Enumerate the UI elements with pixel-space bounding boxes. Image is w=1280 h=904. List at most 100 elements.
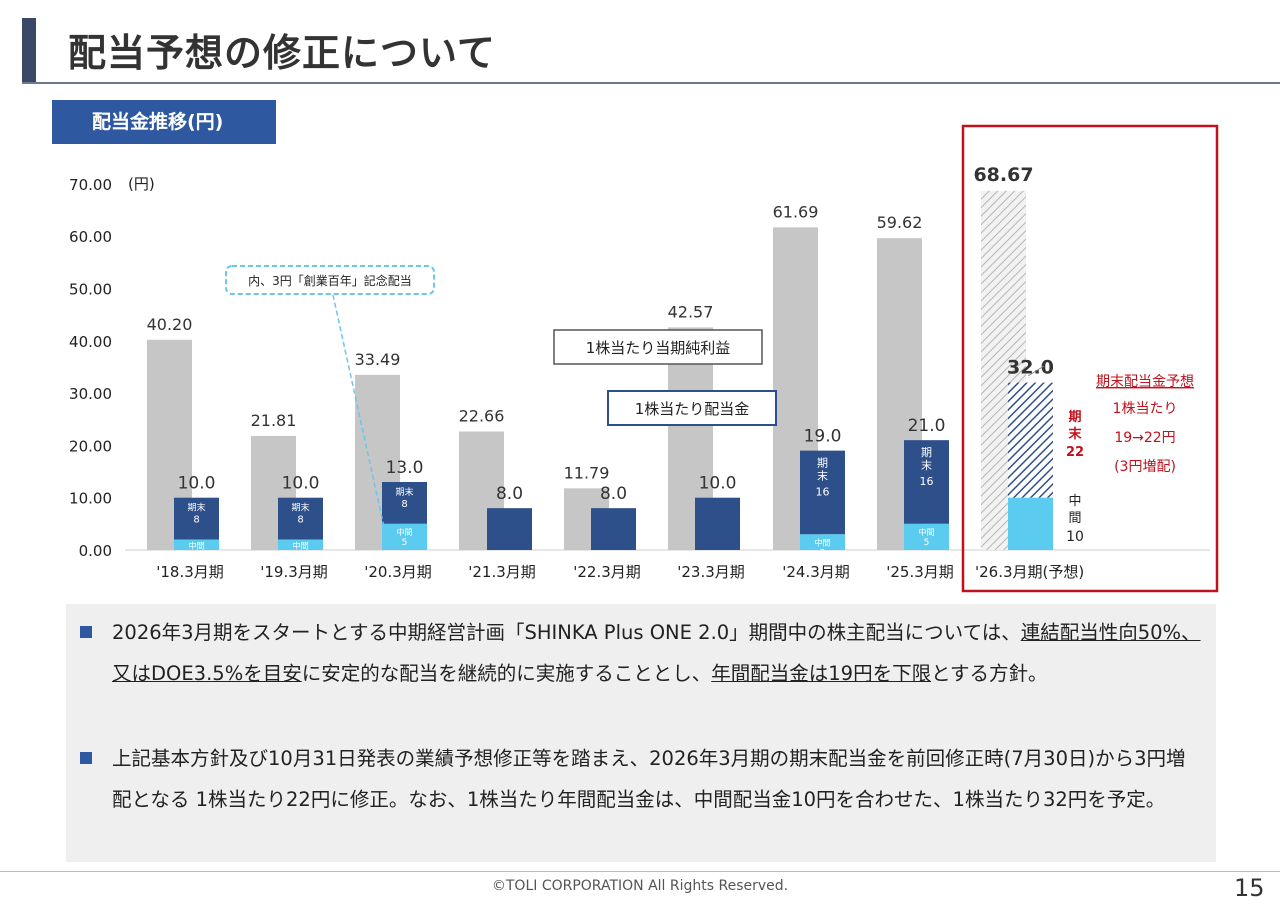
interim-seg-label: 中間 [919,527,935,537]
bullet-square-icon [80,626,92,638]
underlined-text: 連結配当性向50%、又はDOE3.5%を目安 [112,621,1201,685]
eps-value-label: 61.69 [773,202,819,221]
eps-value-label: 11.79 [564,463,610,482]
dividend-year-end-segment [278,497,323,540]
dividend-value-label: 19.0 [804,427,842,447]
forecast-year-end-label: 末 [1067,426,1082,442]
eps-value-label: 21.81 [251,411,297,430]
interim-seg-value: 5 [924,538,930,548]
legend-dividend-label: 1株当たり配当金 [635,400,750,418]
bullet-text-part: に安定的な配当を継続的に実施することとし、 [301,662,712,685]
y-tick-label: 40.00 [69,333,112,351]
x-category-label: '21.3月期 [468,563,536,581]
forecast-interim-value: 10 [1066,529,1084,545]
interim-seg-label: 中間 [815,537,831,547]
year-end-seg-label: 末 [817,469,828,483]
eps-value-label: 42.57 [668,302,714,321]
dividend-value-label: 13.0 [386,458,424,478]
dividend-interim-segment [904,523,949,550]
interim-seg-value: 2 [298,552,304,562]
bullet-square-icon [80,752,92,764]
interim-seg-value: 3 [820,548,826,558]
bullet-text-part: とする方針。 [931,662,1048,685]
bullet-1-text: 2026年3月期をスタートとする中期経営計画「SHINKA Plus ONE 2… [112,612,1202,694]
bullet-text-part: 2026年3月期をスタートとする中期経営計画「SHINKA Plus ONE 2… [112,621,1021,644]
dividend-value-label: 32.0 [1007,357,1054,379]
year-end-seg-value: 8 [297,515,303,526]
dividend-bar [487,508,532,550]
eps-value-label: 68.67 [973,164,1033,186]
dividend-year-end-segment [904,440,949,524]
dividend-value-label: 10.0 [178,474,216,494]
eps-value-label: 22.66 [459,406,505,425]
y-tick-label: 10.00 [69,490,112,508]
section-label: 配当金推移(円) [52,100,276,144]
commemorative-callout-text: 内、3円「創業百年」記念配当 [248,273,412,288]
legend-dividend-box [607,390,777,426]
eps-value-label: 59.62 [877,213,923,232]
dividend-value-label: 8.0 [600,484,627,504]
x-category-label: '23.3月期 [677,563,745,581]
bullet-2-text: 上記基本方針及び10月31日発表の業績予想修正等を踏まえ、2026年3月期の期末… [112,738,1202,820]
commemorative-callout-box [225,265,435,295]
forecast-note-line1: 1株当たり [1113,401,1178,417]
eps-value-label: 40.20 [147,315,193,334]
forecast-total-leader [1027,365,1045,377]
forecast-note-title: 期末配当金予想 [1096,374,1194,390]
x-category-label: '18.3月期 [156,563,224,581]
year-end-seg-label: 期末 [395,486,413,498]
y-tick-label: 70.00 [69,176,112,194]
title-underline [22,82,1280,84]
page-title: 配当予想の修正について [68,31,496,75]
dividend-value-label: 10.0 [282,474,320,494]
x-category-label: '26.3月期(予想) [975,563,1084,581]
interim-seg-label: 中間 [189,541,205,551]
year-end-seg-value: 16 [920,475,934,488]
dividend-interim-segment [278,539,323,550]
dividend-year-end-forecast-segment [1008,382,1053,498]
y-tick-label: 20.00 [69,437,112,455]
x-category-label: '22.3月期 [573,563,641,581]
y-unit-label: (円) [128,175,155,193]
y-tick-label: 60.00 [69,228,112,246]
eps-value-label: 33.49 [355,350,401,369]
title-accent-bar [22,18,36,82]
page-number: 15 [1234,874,1265,902]
underlined-text: 年間配当金は19円を下限 [711,662,932,685]
forecast-note-line2: 19→22円 [1114,430,1175,446]
forecast-interim-label: 間 [1068,511,1081,526]
legend-eps-label: 1株当たり当期純利益 [586,339,731,357]
year-end-seg-value: 8 [193,515,199,526]
interim-seg-value: 5 [402,538,408,548]
interim-seg-label: 中間 [397,527,413,537]
year-end-seg-label: 期末 [187,502,205,514]
y-tick-label: 0.00 [79,542,112,560]
dividend-bar [591,508,636,550]
interim-seg-value: 2 [194,552,200,562]
dividend-bar [695,497,740,550]
legend-eps-box [553,329,763,365]
dividend-interim-segment [1008,497,1053,550]
forecast-note-line3: (3円増配) [1114,459,1176,475]
dividend-year-end-segment [800,450,845,535]
x-category-label: '25.3月期 [886,563,954,581]
x-category-label: '20.3月期 [364,563,432,581]
forecast-year-end-value: 22 [1066,445,1084,460]
dividend-interim-segment [800,534,845,550]
x-category-label: '19.3月期 [260,563,328,581]
year-end-seg-label: 期 [817,457,828,470]
dividend-interim-segment [174,539,219,550]
footer-divider [0,871,1280,872]
year-end-seg-label: 末 [921,458,932,472]
dividend-year-end-segment [382,482,427,524]
year-end-seg-label: 期 [921,446,932,459]
year-end-seg-value: 8 [401,499,407,510]
bullet-text-part: 上記基本方針及び10月31日発表の業績予想修正等を踏まえ、2026年3月期の期末… [112,747,1186,811]
bullet-panel: 2026年3月期をスタートとする中期経営計画「SHINKA Plus ONE 2… [66,604,1216,862]
year-end-seg-label: 期末 [291,502,309,514]
y-tick-label: 50.00 [69,281,112,299]
year-end-seg-value: 16 [816,486,830,499]
y-tick-label: 30.00 [69,385,112,403]
interim-seg-label: 中間 [293,541,309,551]
callout-pointer-line [332,294,390,551]
